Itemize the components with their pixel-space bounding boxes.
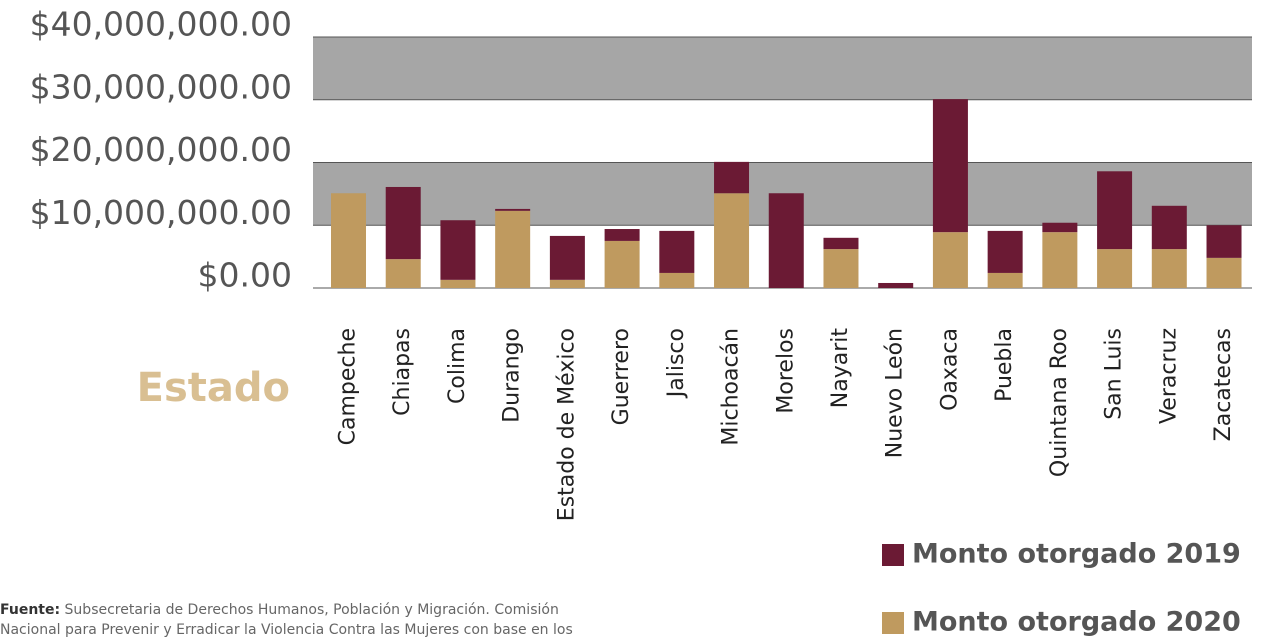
bar-segment	[768, 193, 804, 288]
y-tick-label: $30,000,000.00	[30, 67, 292, 106]
x-tick-label: Oaxaca	[937, 328, 962, 411]
bar-segment	[932, 232, 968, 288]
bar-segment	[659, 272, 695, 288]
x-tick-label: Morelos	[773, 328, 798, 414]
bar-segment	[714, 161, 750, 194]
note: Fuente: Subsecretaria de Derechos Humano…	[0, 602, 559, 618]
bar-segment	[440, 220, 476, 280]
bar-segment	[440, 279, 476, 288]
bar-segment	[1151, 205, 1187, 250]
legend-swatch	[882, 612, 904, 634]
y-tick-label: $0.00	[198, 256, 292, 295]
bar-segment	[1097, 171, 1133, 250]
x-tick-label: Nayarit	[828, 328, 853, 409]
y-tick-label: $10,000,000.00	[30, 193, 292, 232]
x-tick-label: Puebla	[992, 328, 1017, 402]
x-tick-label: Durango	[500, 328, 525, 423]
note-label: Fuente:	[0, 602, 60, 618]
bar-segment	[1206, 225, 1242, 258]
note-line: Nacional para Prevenir y Erradicar la Vi…	[0, 622, 573, 638]
y-tick-label: $40,000,000.00	[30, 5, 292, 44]
x-tick-label: San Luis	[1102, 328, 1127, 420]
x-tick-label: Nuevo León	[883, 328, 908, 458]
x-tick-label: Veracruz	[1156, 328, 1181, 424]
bar-segment	[331, 193, 366, 288]
legend-swatch	[882, 544, 904, 566]
bar-segment	[987, 230, 1023, 273]
bar-segment	[714, 193, 750, 288]
x-axis-label: Estado	[137, 365, 290, 411]
bar-segment	[385, 186, 421, 260]
bar-segment	[659, 230, 695, 273]
legend-label: Monto otorgado 2020	[912, 607, 1241, 638]
x-tick-label: Chiapas	[390, 328, 415, 416]
bar-segment	[604, 229, 640, 241]
x-tick-label: Quintana Roo	[1047, 328, 1072, 477]
bar-segment	[1206, 257, 1242, 288]
bar-segment	[1097, 249, 1133, 288]
x-tick-label: Guerrero	[609, 328, 634, 425]
bar-segment	[823, 249, 859, 288]
bar-segment	[495, 208, 531, 211]
note-line: Subsecretaria de Derechos Humanos, Pobla…	[65, 602, 559, 618]
bar-segment	[932, 99, 968, 233]
grid-band	[313, 37, 1252, 100]
x-tick-label: Colima	[445, 328, 470, 404]
x-tick-label: Jalisco	[664, 328, 689, 399]
bar-segment	[1042, 222, 1078, 233]
bar-segment	[987, 272, 1023, 288]
bar-segment	[1042, 232, 1078, 288]
bar-segment	[495, 210, 531, 288]
x-tick-label: Estado de México	[554, 328, 579, 521]
bar-segment	[823, 237, 859, 250]
y-tick-label: $20,000,000.00	[30, 130, 292, 169]
x-tick-label: Campeche	[336, 328, 361, 445]
x-tick-label: Michoacán	[719, 328, 744, 446]
bar-segment	[1151, 249, 1187, 288]
bar-segment	[385, 259, 421, 288]
legend-label: Monto otorgado 2019	[912, 539, 1241, 570]
bar-segment	[549, 235, 585, 280]
bar-segment	[549, 279, 585, 288]
bar-segment	[604, 240, 640, 288]
x-tick-label: Zacatecas	[1211, 328, 1236, 441]
bar-segment	[878, 282, 914, 288]
